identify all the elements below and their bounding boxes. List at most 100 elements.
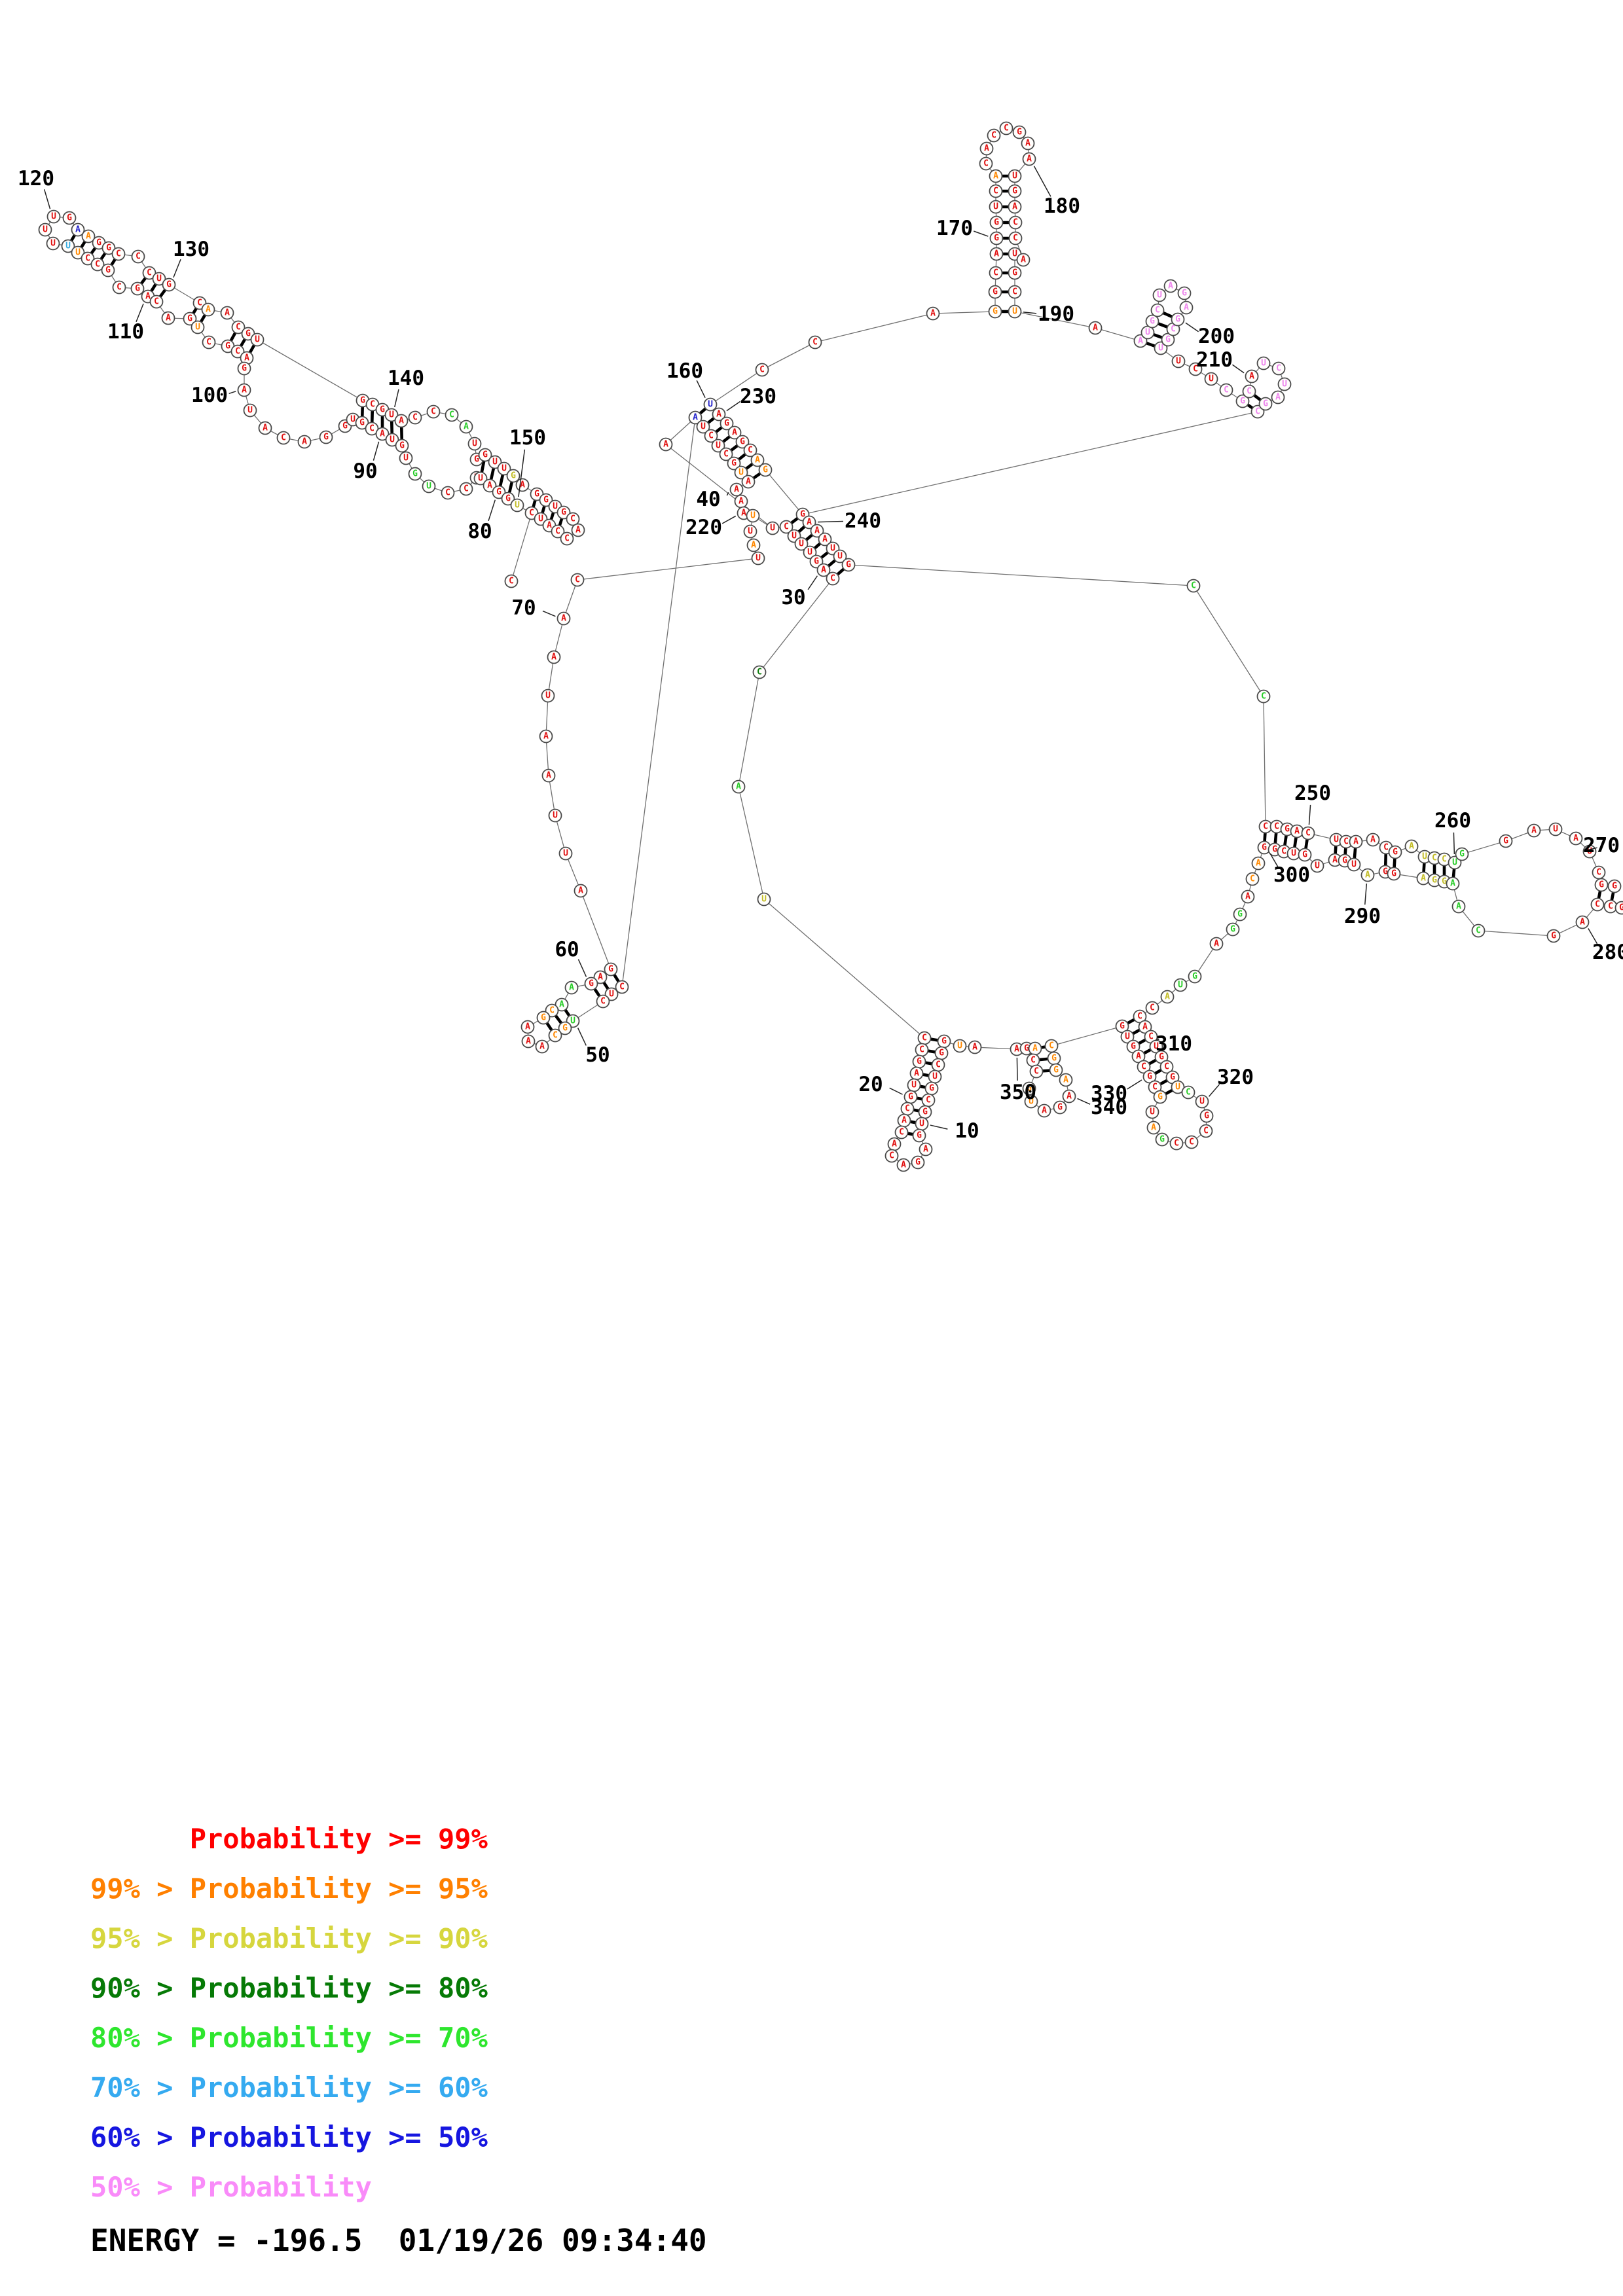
nucleotide: C (752, 665, 767, 679)
nucleotide-circle (604, 962, 618, 977)
label-leader-line (43, 189, 51, 209)
nucleotide: G (1008, 266, 1022, 280)
nucleotide-circle (884, 1149, 899, 1163)
nucleotide-circle (1021, 136, 1035, 151)
nucleotide-circle (1145, 314, 1159, 329)
nucleotide: G (92, 236, 106, 250)
nucleotide-circle (1163, 279, 1178, 293)
nucleotide: U (558, 846, 573, 861)
nucleotide-letter: U (1452, 858, 1457, 868)
nucleotide: G (1235, 394, 1250, 408)
nucleotide: G (989, 215, 1004, 230)
nucleotide-circle (459, 482, 473, 496)
nucleotide-letter: G (1285, 825, 1290, 834)
nucleotide: G (1171, 312, 1185, 327)
nucleotide-circle (237, 361, 251, 376)
nucleotide-letter: C (899, 1128, 904, 1138)
nucleotide-circle (1527, 823, 1541, 838)
nucleotide: U (1204, 372, 1218, 386)
nucleotide: A (1271, 390, 1285, 404)
nucleotide-letter: C (555, 527, 560, 537)
nucleotide: C (719, 447, 733, 461)
nucleotide-letter: U (1422, 852, 1427, 862)
nucleotide-circle (810, 524, 824, 538)
legend-line-6: 60% > Probability >= 50% (90, 2121, 488, 2153)
nucleotide-circle (968, 1040, 982, 1054)
nucleotide-letter: A (739, 497, 744, 507)
nucleotide: G (1607, 879, 1622, 893)
nucleotide-letter: A (242, 386, 247, 395)
position-label: 90 (353, 459, 377, 483)
nucleotide-circle (596, 994, 610, 1009)
nucleotide-letter: A (930, 309, 936, 319)
nucleotide-circle (1271, 361, 1286, 376)
nucleotide-circle (161, 311, 175, 325)
nucleotide-letter: A (464, 422, 469, 432)
nucleotide: A (659, 437, 673, 452)
nucleotide-circle (250, 332, 264, 347)
nucleotide: G (911, 1155, 925, 1170)
nucleotide: G (1145, 314, 1159, 329)
position-label: 140 (388, 367, 424, 390)
nucleotide-letter: G (1159, 1135, 1165, 1145)
nucleotide-letter: C (619, 982, 625, 992)
nucleotide: C (704, 429, 718, 443)
nucleotide-circle (1256, 356, 1271, 370)
position-label: 250 (1294, 781, 1331, 805)
nucleotide-letter: G (1175, 315, 1180, 325)
nucleotide: C (445, 408, 459, 422)
nucleotide-letter: U (761, 895, 767, 905)
nucleotide: U (1008, 169, 1022, 183)
nucleotide: C (900, 1102, 915, 1116)
nucleotide-circle (558, 1021, 572, 1035)
backbone-bond (1461, 840, 1506, 855)
nucleotide-circle (731, 780, 746, 794)
nucleotide-circle (46, 236, 60, 251)
nucleotide-letter: C (748, 446, 753, 456)
nucleotide-circle (492, 485, 506, 499)
nucleotide-letter: A (741, 509, 746, 518)
nucleotide: G (584, 977, 598, 991)
nucleotide: U (989, 200, 1003, 214)
nucleotide-letter: C (983, 159, 989, 169)
nucleotide: C (743, 443, 757, 457)
nucleotide-circle (548, 1028, 562, 1043)
nucleotide: C (276, 431, 291, 445)
nucleotide-letter: C (1155, 306, 1160, 315)
nucleotide: G (903, 1090, 918, 1104)
nucleotide: G (1177, 286, 1192, 300)
nucleotide: U (243, 403, 257, 418)
nucleotide-letter: A (1531, 826, 1537, 836)
position-label: 310 (1156, 1032, 1192, 1056)
nucleotide-letter: C (1432, 853, 1437, 863)
nucleotide: G (319, 430, 333, 444)
nucleotide-circle (1155, 1132, 1169, 1147)
position-label: 110 (107, 320, 144, 344)
nucleotide-letter: G (246, 329, 251, 339)
backbone-bond (257, 339, 363, 401)
nucleotide-letter: C (1141, 1062, 1146, 1072)
nucleotide-letter: A (736, 782, 741, 792)
nucleotide-letter: U (1334, 835, 1339, 845)
label-leader-line (1077, 1098, 1091, 1105)
nucleotide-letter: G (1158, 1092, 1163, 1102)
backbone-bond (1193, 585, 1264, 697)
backbone-bond (511, 512, 532, 582)
nucleotide-letter: C (1281, 847, 1286, 857)
nucleotide-letter: G (380, 405, 385, 415)
nucleotide: C (1471, 924, 1486, 938)
nucleotide-letter: C (1274, 822, 1279, 832)
nucleotide-letter: A (1353, 837, 1359, 847)
nucleotide: G (758, 463, 773, 477)
nucleotide-letter: G (342, 422, 348, 431)
nucleotide-letter: G (846, 560, 851, 570)
nucleotide-circle (712, 407, 726, 422)
nucleotide-letter: A (1214, 939, 1219, 949)
nucleotide-letter: G (1012, 268, 1017, 278)
nucleotide-circle (258, 421, 272, 435)
nucleotide: G (988, 304, 1002, 319)
nucleotide-letter: A (1042, 1106, 1047, 1116)
label-leader-line (1269, 853, 1279, 867)
nucleotide-letter: A (1165, 992, 1170, 1002)
nucleotide-letter: C (1004, 124, 1009, 134)
